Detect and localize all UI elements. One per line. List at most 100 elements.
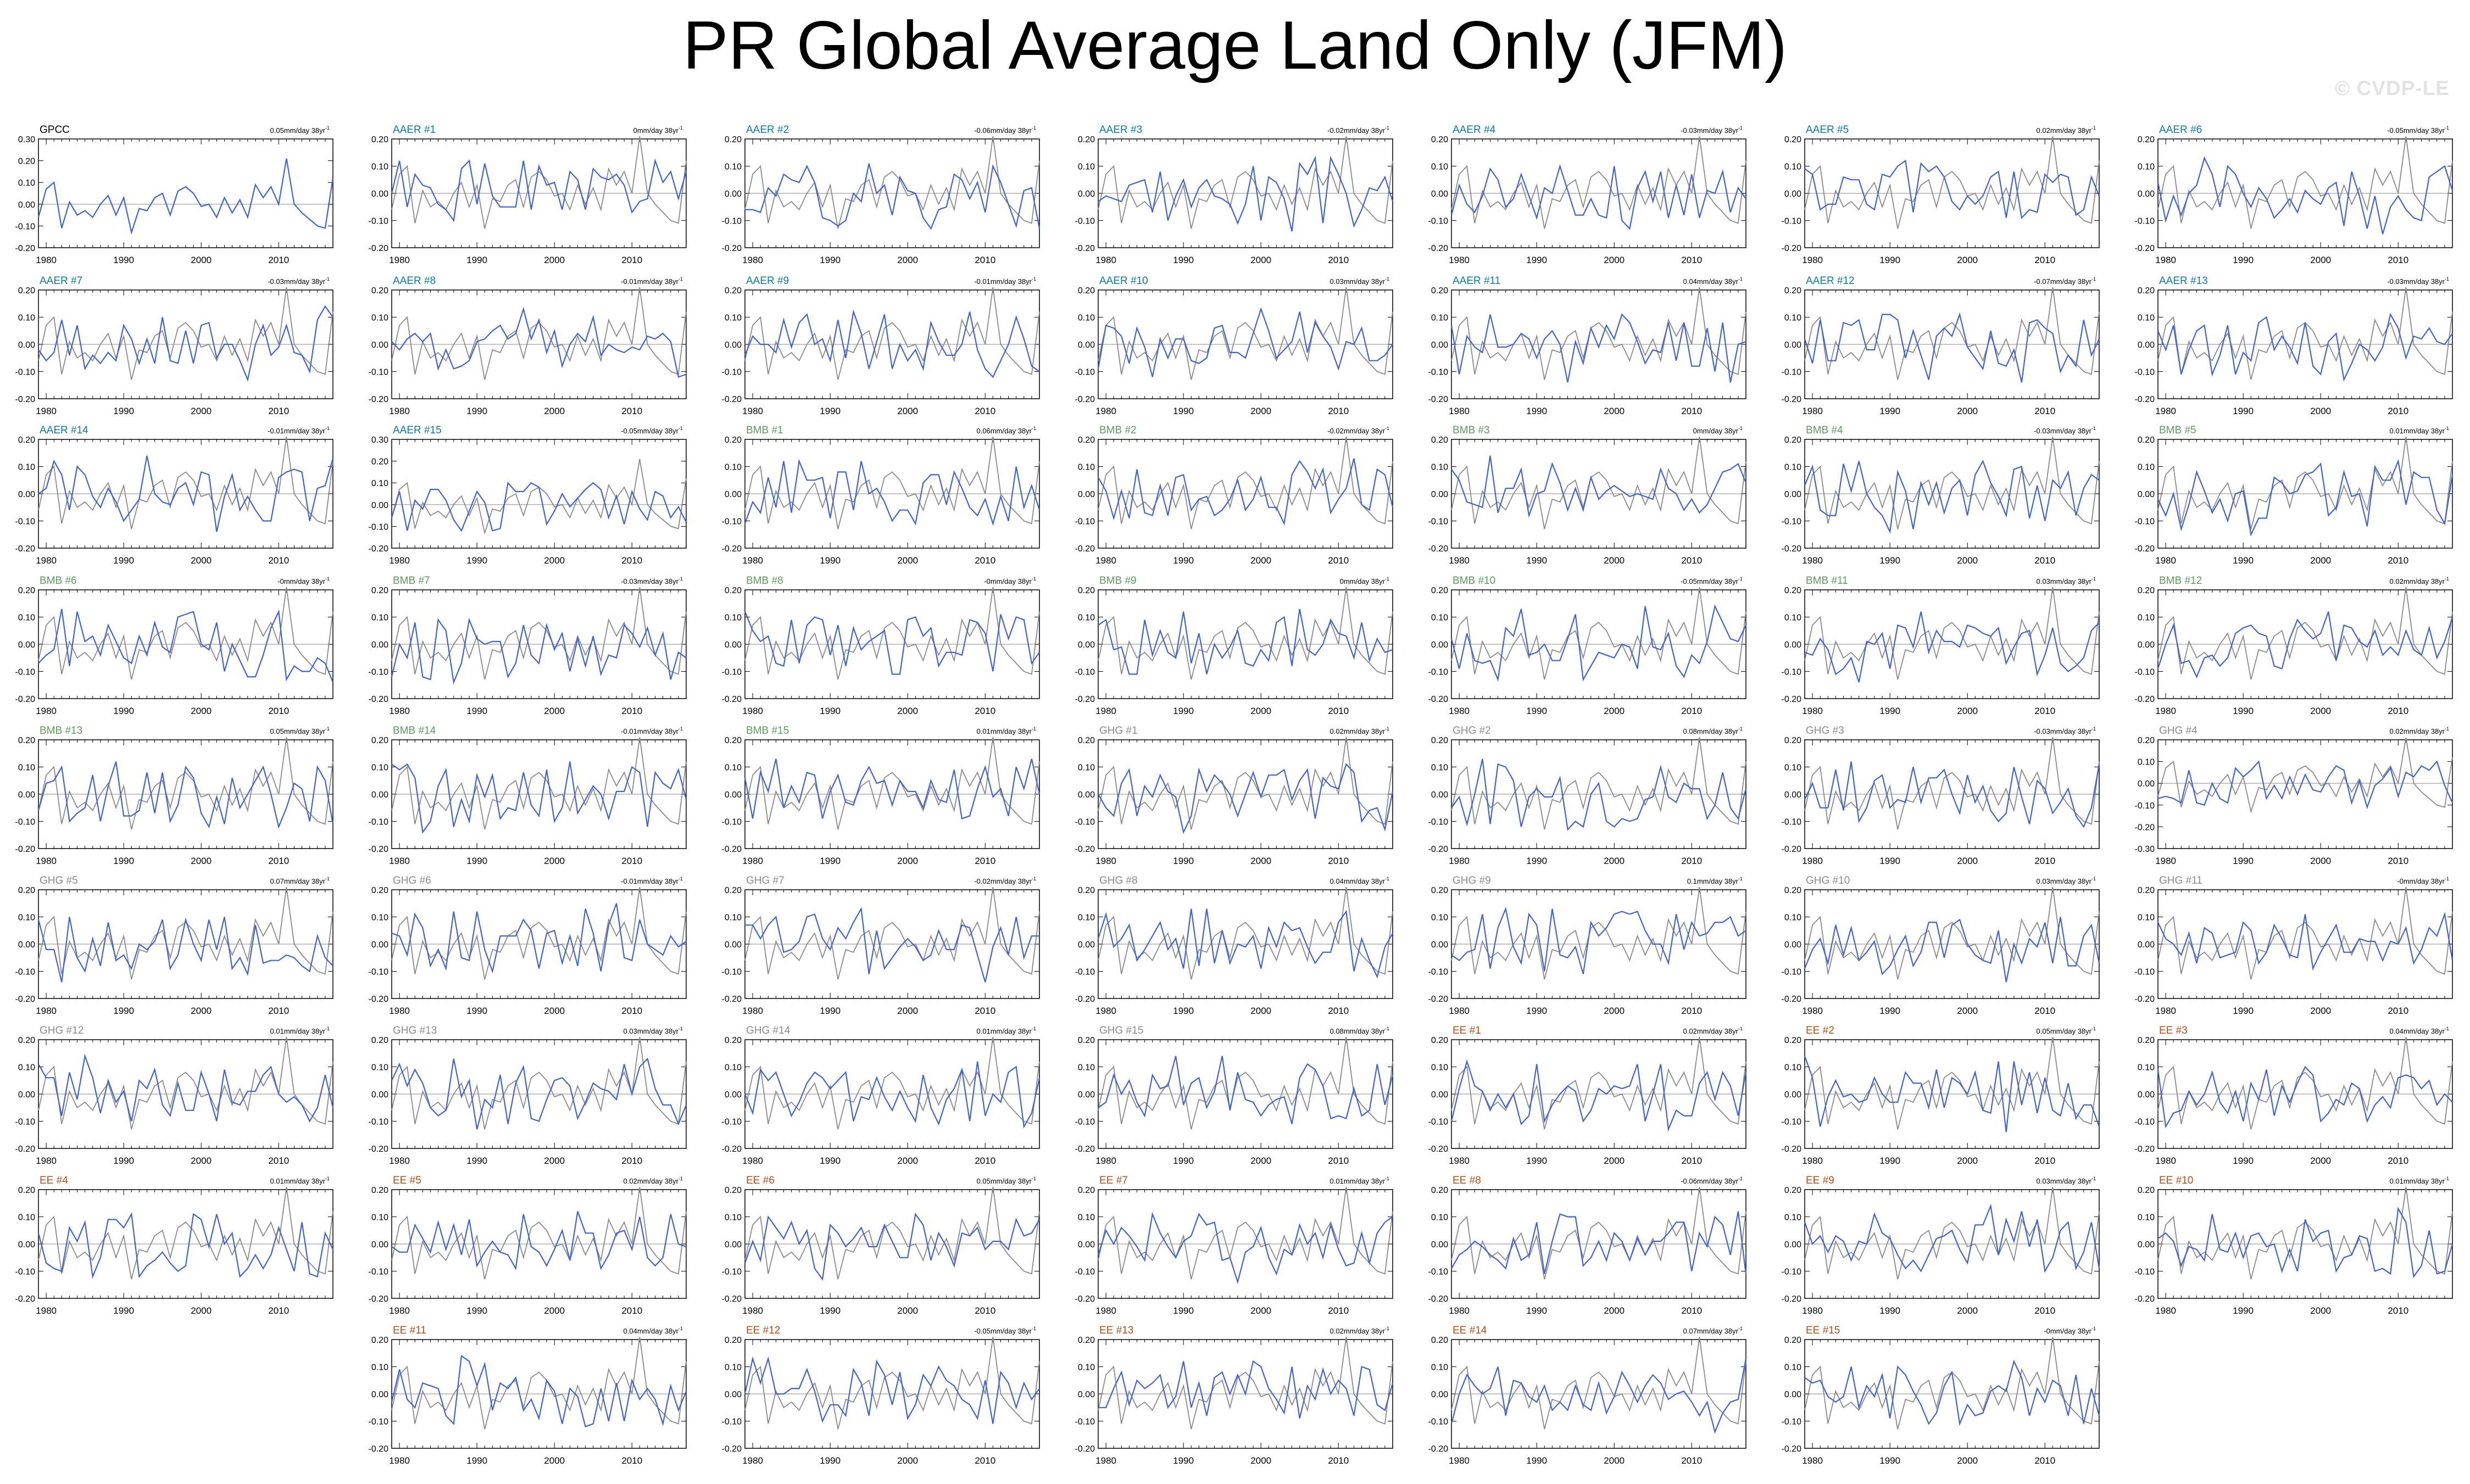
trend-label: 0.02mm/day 38yr-1 (2390, 576, 2449, 585)
series-line-gpcc (2157, 587, 2453, 680)
y-tick-label: 0.10 (2138, 613, 2155, 623)
y-tick-label: -0.10 (722, 368, 742, 377)
panel-ghg-8: 1980 1990 2000 2010 0.20 0.10 0.00 -0.10 -0.20 GH… (1075, 875, 1393, 1016)
x-tick-label: 2010 (2388, 856, 2408, 866)
panel-aaer-9: 1980 1990 2000 2010 0.20 0.10 0.00 -0.10 -0.20 AA… (722, 275, 1040, 416)
x-tick-label: 1990 (820, 555, 841, 566)
panel-label: EE #1 (1453, 1025, 1481, 1036)
y-tick-label: -0.10 (2135, 217, 2155, 226)
panel-ghg-1: 1980 1990 2000 2010 0.20 0.10 0.00 -0.10 -0.20 GH… (1075, 725, 1394, 866)
panel-label: AAER #4 (1453, 124, 1496, 136)
series-line-gpcc (1098, 287, 1393, 380)
x-tick-label: 1990 (113, 856, 134, 866)
x-tick-label: 2010 (268, 1006, 289, 1016)
y-tick-label: 0.20 (1784, 886, 1801, 895)
y-tick-label: -0.20 (1075, 695, 1095, 704)
panel-aaer-3: 1980 1990 2000 2010 0.20 0.10 0.00 -0.10 -0.20 AA… (1075, 124, 1394, 265)
x-tick-label: 2010 (1681, 706, 1702, 716)
y-tick-label: -0.10 (1428, 1118, 1449, 1127)
series-line-member (1451, 455, 1747, 518)
x-tick-label: 1980 (1802, 1156, 1823, 1166)
x-tick-label: 2000 (191, 706, 212, 716)
y-tick-label: 0.20 (725, 1036, 742, 1045)
watermark: © CVDP-LE (2335, 77, 2450, 99)
panel-label: BMB #9 (1099, 575, 1137, 587)
y-tick-label: -0.10 (15, 517, 36, 527)
trend-label: 0.08mm/day 38yr-1 (1330, 1026, 1389, 1035)
y-tick-label: 0.20 (1078, 286, 1095, 295)
x-tick-label: 2000 (191, 1006, 212, 1016)
y-tick-label: -0.20 (1428, 244, 1449, 253)
trend-label: 0.1mm/day 38yr-1 (1687, 876, 1743, 885)
panel-label: AAER #14 (40, 425, 88, 436)
x-tick-label: 2000 (191, 255, 212, 265)
panel-aaer-11: 1980 1990 2000 2010 0.20 0.10 0.00 -0.10 -0.20 AA… (1428, 275, 1746, 416)
x-tick-label: 2010 (268, 255, 289, 265)
x-tick-label: 2000 (544, 406, 565, 416)
x-tick-label: 2010 (621, 1156, 642, 1166)
x-tick-label: 2010 (1328, 856, 1349, 866)
y-tick-label: 0.00 (1784, 940, 1801, 950)
plot-frame (38, 138, 333, 248)
y-tick-label: -0.20 (722, 695, 742, 704)
x-tick-label: 1980 (36, 406, 57, 416)
panel-label: GHG #6 (393, 875, 431, 886)
y-tick-label: 0.10 (1078, 913, 1095, 923)
y-tick-label: 0.10 (725, 913, 742, 923)
series-line-gpcc (1451, 587, 1746, 680)
y-tick-label: -0.20 (2135, 995, 2155, 1004)
trend-label: -0.01mm/day 38yr-1 (621, 276, 683, 286)
x-tick-label: 2000 (1604, 555, 1625, 566)
panel-label: AAER #3 (1099, 124, 1142, 136)
series-line-gpcc (1804, 587, 2100, 680)
y-tick-label: 0.10 (1078, 463, 1095, 472)
panel-label: GHG #11 (2159, 875, 2202, 886)
y-tick-label: 0.20 (1431, 886, 1448, 895)
y-tick-label: 0.00 (1078, 341, 1095, 350)
x-tick-label: 1980 (1449, 1156, 1470, 1166)
panel-aaer-13: 1980 1990 2000 2010 0.20 0.10 0.00 -0.10 -0.20 AA… (2135, 275, 2453, 416)
panel-bmb-13: 1980 1990 2000 2010 0.20 0.10 0.00 -0.10 -0.20 BM… (15, 725, 334, 866)
x-tick-label: 1980 (2155, 1006, 2176, 1016)
y-tick-label: 0.20 (2138, 135, 2155, 144)
panel-label: AAER #8 (393, 275, 436, 287)
panel-bmb-1: 1980 1990 2000 2010 0.20 0.10 0.00 -0.10 -0.20 BM… (722, 425, 1041, 566)
panel-aaer-1: 1980 1990 2000 2010 0.20 0.10 0.00 -0.10 -0.20 AA… (369, 124, 687, 265)
y-tick-label: -0.10 (1075, 968, 1095, 977)
trend-label: 0.01mm/day 38yr-1 (270, 1026, 330, 1035)
y-tick-label: -0.10 (722, 818, 742, 827)
x-tick-label: 1980 (1449, 555, 1470, 566)
y-tick-label: 0.10 (18, 1063, 35, 1073)
x-tick-label: 1990 (1879, 856, 1900, 866)
panel-aaer-2: 1980 1990 2000 2010 0.20 0.10 0.00 -0.10 -0.20 AA… (722, 124, 1041, 265)
x-tick-label: 2000 (1957, 255, 1978, 265)
x-tick-label: 1980 (2155, 706, 2176, 716)
series-line-gpcc (1451, 1036, 1746, 1130)
x-tick-label: 1980 (742, 856, 763, 866)
x-tick-label: 2010 (2034, 856, 2055, 866)
panel-ghg-11: 1980 1990 2000 2010 0.20 0.10 0.00 -0.10 -0.20 GH… (2135, 875, 2454, 1016)
y-tick-label: 0.20 (2138, 886, 2155, 895)
y-tick-label: -0.20 (722, 544, 742, 554)
panel-bmb-8: 1980 1990 2000 2010 0.20 0.10 0.00 -0.10 -0.20 BM… (722, 575, 1040, 716)
y-tick-label: 0.10 (1784, 1063, 1801, 1073)
y-tick-label: 0.20 (1784, 736, 1801, 745)
y-tick-label: 0.00 (1078, 940, 1095, 950)
y-tick-label: -0.10 (15, 1118, 36, 1127)
panel-ghg-4: 1980 1990 2000 2010 0.20 0.10 0.00 -0.10 -0.20 -0… (2135, 725, 2454, 866)
series-line-gpcc (2157, 436, 2453, 529)
y-tick-label: 0.00 (2138, 779, 2155, 789)
x-tick-label: 2000 (2310, 255, 2331, 265)
y-tick-label: 0.10 (18, 178, 35, 188)
y-tick-label: 0.20 (371, 286, 388, 295)
y-tick-label: -0.20 (1428, 544, 1449, 554)
x-tick-label: 2010 (621, 1006, 642, 1016)
panel-label: BMB #13 (40, 725, 82, 737)
panel-label: GHG #9 (1453, 875, 1491, 886)
series-line-member (1098, 1056, 1394, 1124)
x-tick-label: 1980 (1802, 555, 1823, 566)
series-line-member (2157, 760, 2454, 810)
y-tick-label: 0.10 (1078, 763, 1095, 773)
trend-label: 0.04mm/day 38yr-1 (1330, 876, 1389, 885)
x-tick-label: 2000 (1957, 406, 1978, 416)
